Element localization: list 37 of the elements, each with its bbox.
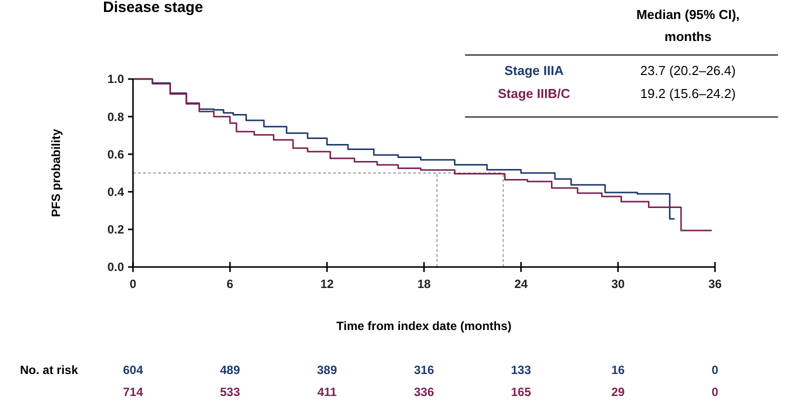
text: 16 <box>611 363 625 377</box>
text: 411 <box>317 385 338 399</box>
x-tick-label: 6 <box>226 277 234 291</box>
y-tick-label: 0.4 <box>107 185 124 199</box>
text: 29 <box>611 385 625 399</box>
text: 489 <box>220 363 240 377</box>
text: 389 <box>316 363 338 377</box>
y-tick-label: 0.8 <box>107 110 124 124</box>
text: 604 <box>122 363 144 377</box>
text: 23.7 (20.2–26.4) <box>640 63 736 78</box>
text: months <box>664 29 712 44</box>
text: Stage IIIB/C <box>498 86 571 101</box>
x-axis-title: Time from index date (months) <box>336 319 512 333</box>
y-tick-label: 0.0 <box>107 260 124 274</box>
y-tick-label: 0.6 <box>107 147 124 162</box>
x-tick-label: 30 <box>611 277 625 291</box>
x-tick-label: 36 <box>708 277 722 291</box>
x-tick-label: 18 <box>417 277 431 291</box>
y-axis-title: PFS probability <box>49 128 63 218</box>
text: 533 <box>220 385 240 399</box>
chart-title: Disease stage <box>103 0 204 16</box>
text: 133 <box>510 363 532 377</box>
text: No. at risk <box>20 363 78 377</box>
text: 0 <box>712 385 719 399</box>
y-tick-label: 1.0 <box>107 72 124 86</box>
x-tick-label: 0 <box>130 277 137 291</box>
x-tick-label: 24 <box>514 277 528 291</box>
text: 714 <box>122 385 144 399</box>
text: Median (95% CI), <box>636 7 740 22</box>
annotation: 19.2 (15.6–24.2) <box>640 86 736 101</box>
text: 336 <box>414 385 434 399</box>
y-tick-label: 0.2 <box>107 222 124 237</box>
text: 0 <box>712 363 719 377</box>
x-tick-label: 12 <box>320 277 334 291</box>
text: 316 <box>414 363 434 377</box>
text: Stage IIIA <box>504 63 564 78</box>
text: 165 <box>510 385 532 399</box>
